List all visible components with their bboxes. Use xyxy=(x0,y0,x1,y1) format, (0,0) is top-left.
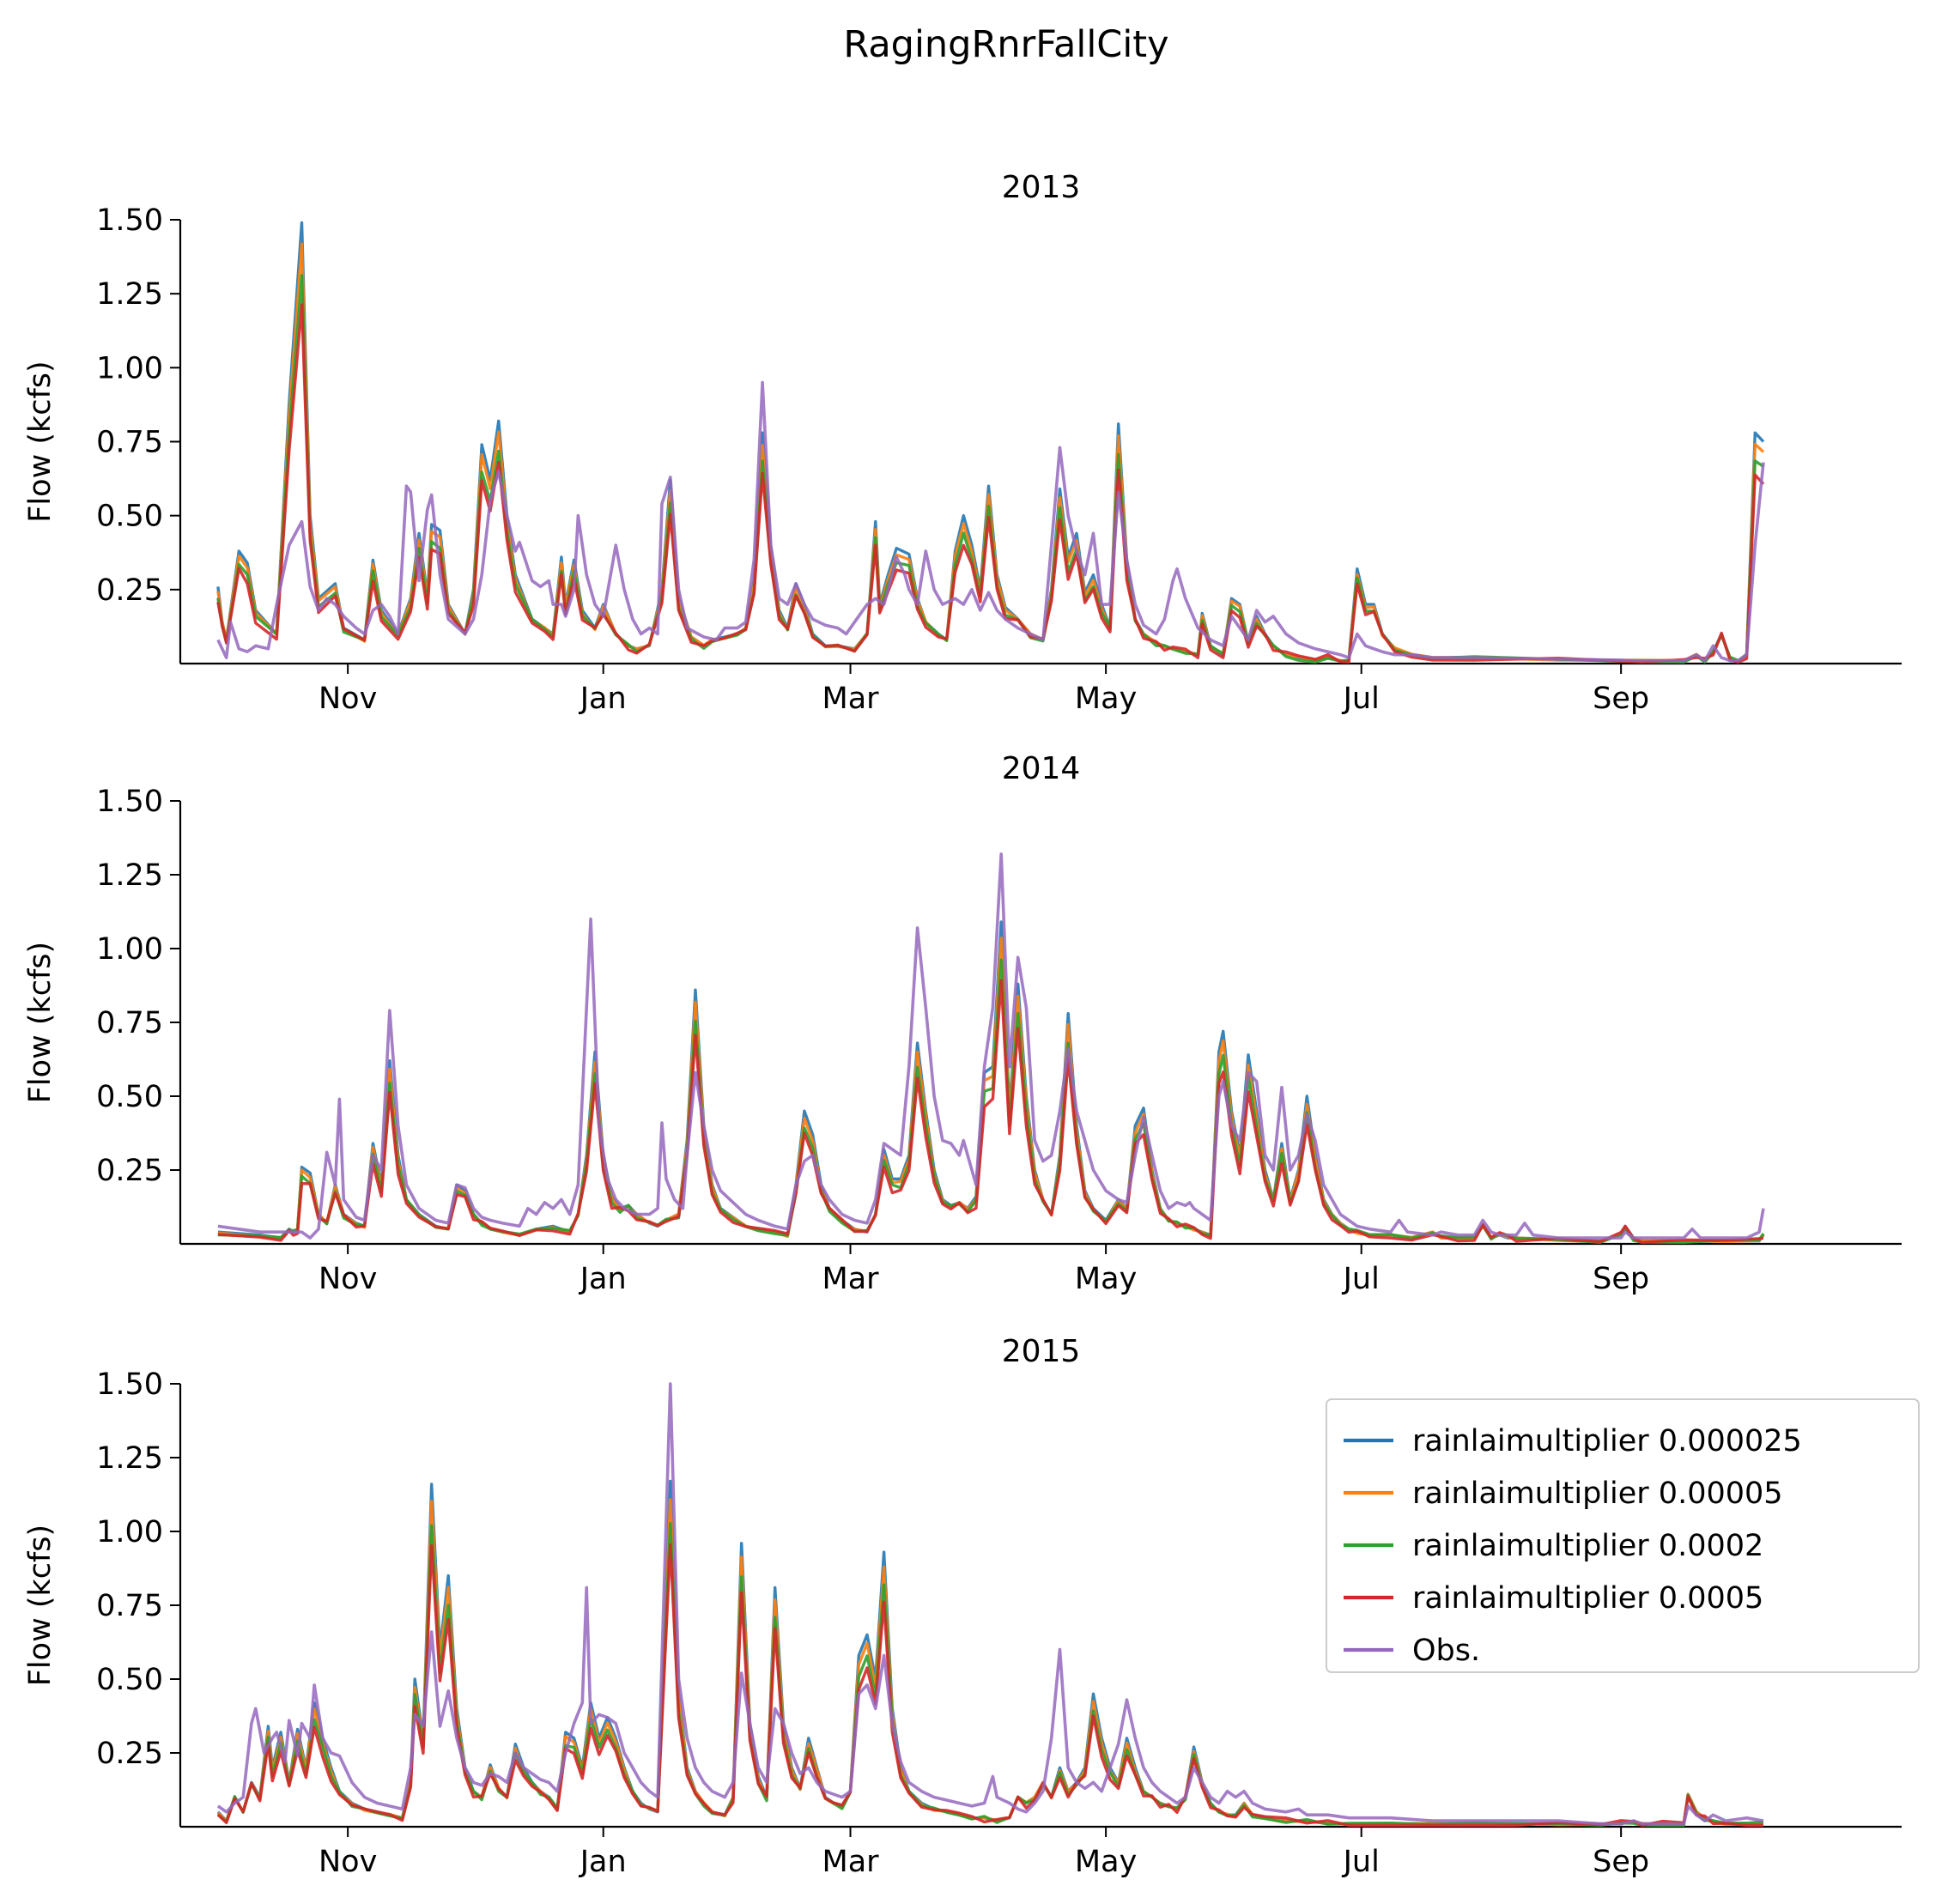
series-line-rainlaimultiplier-0-0005 xyxy=(216,303,1765,664)
x-tick-label: Mar xyxy=(822,682,880,716)
legend-label: rainlaimultiplier 0.0002 xyxy=(1412,1529,1763,1563)
y-tick-label: 1.25 xyxy=(96,277,163,312)
y-tick-label: 0.25 xyxy=(96,1154,163,1188)
x-tick-label: Sep xyxy=(1593,682,1649,716)
legend-frame xyxy=(1326,1398,1920,1673)
y-tick-label: 1.00 xyxy=(96,932,163,967)
chart-panels: 2013 0.25 0.50 0.75 1.00 1.25 1.50 Nov Jan Mar May… xyxy=(23,170,1902,1879)
y-tick-label: 0.75 xyxy=(96,1006,163,1040)
x-tick-label: Jan xyxy=(579,1845,627,1879)
y-axis-label: Flow (kcfs) xyxy=(23,1525,58,1686)
series-line-obs xyxy=(216,380,1765,663)
y-tick-label: 0.75 xyxy=(96,1589,163,1623)
series-line-rainlaimultiplier-0-0005 xyxy=(217,979,1764,1244)
x-tick-label: Sep xyxy=(1593,1262,1649,1296)
x-tick-label: Jan xyxy=(579,682,627,716)
panel-2013: 2013 0.25 0.50 0.75 1.00 1.25 1.50 Nov Jan Mar May… xyxy=(23,170,1902,716)
series-line-obs xyxy=(217,852,1765,1240)
x-tick-label: May xyxy=(1075,682,1137,716)
panel-title: 2013 xyxy=(1002,170,1081,205)
x-tick-label: Mar xyxy=(822,1845,880,1879)
x-tick-label: Jan xyxy=(579,1262,627,1296)
legend-label: rainlaimultiplier 0.0005 xyxy=(1412,1581,1763,1616)
x-tick-label: May xyxy=(1075,1262,1137,1296)
y-tick-label: 1.00 xyxy=(96,351,163,385)
legend-label: rainlaimultiplier 0.000025 xyxy=(1412,1424,1802,1458)
x-tick-label: Jul xyxy=(1342,1262,1380,1296)
panel-2015: 2015 0.25 0.50 0.75 1.00 1.25 1.50 Nov Jan Mar May… xyxy=(23,1334,1902,1879)
x-tick-label: May xyxy=(1075,1845,1137,1879)
panel-title: 2015 xyxy=(1002,1334,1081,1369)
panel-2014: 2014 0.25 0.50 0.75 1.00 1.25 1.50 Nov Jan Mar May… xyxy=(23,751,1902,1296)
legend-label: rainlaimultiplier 0.00005 xyxy=(1412,1477,1783,1511)
y-tick-label: 0.25 xyxy=(96,573,163,608)
y-tick-label: 1.50 xyxy=(96,203,163,238)
y-tick-label: 1.25 xyxy=(96,858,163,893)
panel-title: 2014 xyxy=(1002,751,1081,786)
series-line-obs xyxy=(216,1382,1764,1826)
x-tick-label: Sep xyxy=(1593,1845,1649,1879)
y-tick-label: 1.25 xyxy=(96,1441,163,1476)
x-tick-label: Jul xyxy=(1342,682,1380,716)
y-tick-label: 1.50 xyxy=(96,1367,163,1402)
legend: rainlaimultiplier 0.000025 rainlaimultipl… xyxy=(1326,1398,1920,1673)
y-tick-label: 0.50 xyxy=(96,1080,163,1114)
y-tick-label: 0.50 xyxy=(96,500,163,534)
legend-label: Obs. xyxy=(1412,1634,1480,1668)
figure-title: RagingRnrFallCity xyxy=(843,23,1168,66)
x-tick-label: Nov xyxy=(319,682,377,716)
y-axis-label: Flow (kcfs) xyxy=(23,942,58,1103)
x-tick-label: Nov xyxy=(319,1845,377,1879)
y-tick-label: 0.25 xyxy=(96,1737,163,1771)
x-tick-label: Jul xyxy=(1342,1845,1380,1879)
y-tick-label: 1.50 xyxy=(96,785,163,819)
y-tick-label: 1.00 xyxy=(96,1515,163,1549)
y-axis-label: Flow (kcfs) xyxy=(23,361,58,522)
x-tick-label: Mar xyxy=(822,1262,880,1296)
y-tick-label: 0.75 xyxy=(96,426,163,460)
y-tick-label: 0.50 xyxy=(96,1663,163,1697)
x-tick-label: Nov xyxy=(319,1262,377,1296)
